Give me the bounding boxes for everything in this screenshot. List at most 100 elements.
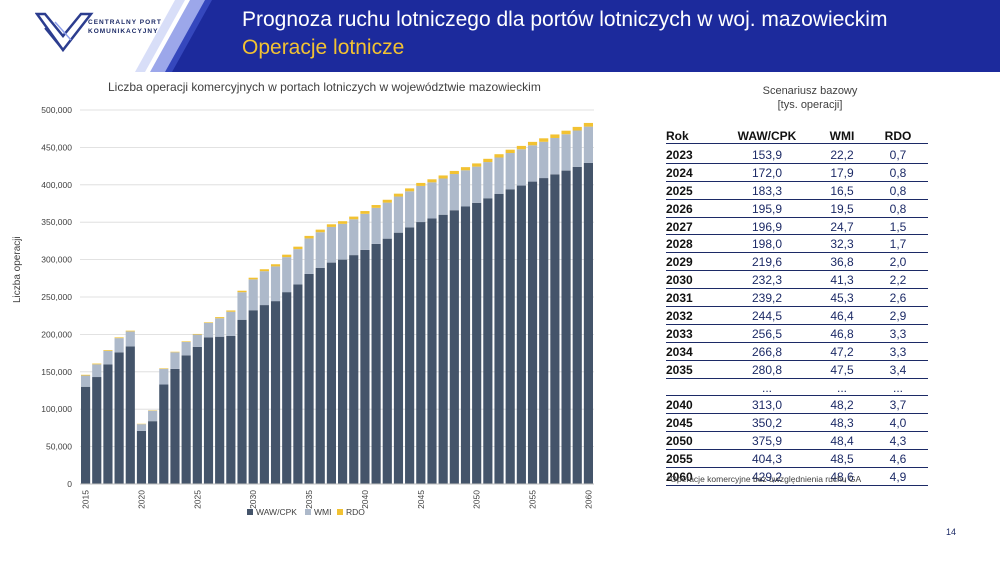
table-cell: ... [761, 380, 772, 395]
bar-segment-waw-cpk [148, 421, 158, 484]
x-tick-label: 2025 [192, 490, 202, 509]
legend-label: WAW/CPK [256, 507, 297, 517]
page-title: Prognoza ruchu lotniczego dla portów lot… [242, 8, 888, 31]
bar-segment-waw-cpk [114, 352, 124, 484]
bar-segment-wmi [326, 226, 336, 263]
bar-segment-wmi [259, 271, 269, 306]
table-row: 2050 375,9 48,4 4,3 [666, 432, 928, 451]
bar-segment-waw-cpk [326, 262, 336, 484]
scenario-title: Scenariusz bazowy [tys. operacji] [740, 84, 880, 112]
table-cell: 2,2 [889, 273, 907, 288]
x-tick-label: 2050 [472, 490, 482, 509]
bar-segment-wmi [159, 368, 169, 385]
table-cell: 3,7 [889, 398, 907, 413]
table-cell: 2028 [666, 237, 693, 252]
bar-segment-wmi [494, 157, 504, 194]
bar-segment-wmi [114, 338, 124, 353]
forecast-table: Rok WAW/CPK WMI RDO 2023 153,9 22,2 0,7 2024 172,… [666, 129, 928, 486]
table-cell: 266,8 [751, 344, 783, 359]
slide-header: CENTRALNY PORT KOMUNIKACYJNY Prognoza ru… [0, 0, 1000, 72]
bar-segment-rdo [326, 224, 336, 227]
scenario-line2: [tys. operacji] [777, 99, 843, 111]
legend-swatch [305, 509, 311, 515]
logo-text-line1: CENTRALNY PORT [88, 19, 162, 26]
table-cell: 280,8 [751, 362, 783, 377]
bar-segment-waw-cpk [103, 364, 113, 484]
bar-segment-waw-cpk [338, 259, 348, 484]
bar-segment-waw-cpk [203, 337, 214, 484]
bar-segment-rdo [338, 221, 348, 224]
legend-swatch [247, 509, 253, 515]
table-cell: 2060 [666, 470, 693, 485]
bar-segment-waw-cpk [438, 214, 448, 484]
bar-segment-rdo [282, 254, 292, 258]
bar-segment-waw-cpk [81, 386, 91, 484]
table-cell: 2,6 [889, 291, 907, 306]
bar-segment-waw-cpk [494, 193, 504, 484]
bar-segment-rdo [527, 141, 538, 146]
table-cell: 244,5 [751, 309, 783, 324]
bar-segment-waw-cpk [371, 243, 381, 484]
bar-segment-rdo [572, 126, 582, 131]
table-cell: 32,3 [830, 237, 854, 252]
bar-segment-waw-cpk [472, 202, 482, 485]
table-cell: 22,2 [830, 148, 854, 162]
bar-segment-rdo [170, 351, 180, 353]
table-cell: 1,7 [889, 237, 907, 252]
table-cell: 0,8 [889, 165, 907, 180]
bar-segment-waw-cpk [170, 368, 180, 484]
table-cell: 24,7 [830, 219, 854, 234]
bar-segment-rdo [583, 122, 593, 127]
table-cell: 196,9 [751, 219, 783, 234]
bar-segment-wmi [203, 322, 214, 338]
table-cell: 183,3 [751, 183, 783, 198]
bar-segment-rdo [304, 235, 314, 239]
table-row: 2031 239,2 45,3 2,6 [666, 289, 928, 308]
bar-segment-waw-cpk [449, 210, 459, 484]
table-cell: 2055 [666, 452, 693, 467]
bar-segment-wmi [270, 266, 281, 302]
table-row: ......... [666, 379, 928, 397]
table-cell: 2030 [666, 273, 693, 288]
table-cell: 48,5 [830, 452, 854, 467]
table-row: 2035 280,8 47,5 3,4 [666, 361, 928, 379]
table-cell: 0,8 [889, 183, 907, 198]
bar-segment-waw-cpk [539, 178, 549, 484]
bar-segment-rdo [192, 333, 202, 335]
bar-segment-waw-cpk [215, 336, 225, 484]
header-band [135, 0, 1000, 72]
bar-segment-wmi [248, 279, 258, 311]
table-header-row: Rok WAW/CPK WMI RDO [666, 129, 928, 144]
bar-segment-wmi [81, 375, 91, 387]
bar-segment-wmi [282, 257, 292, 293]
bar-segment-wmi [170, 352, 180, 369]
bar-segment-rdo [460, 167, 471, 171]
table-cell: 429,2 [751, 470, 783, 485]
bar-segment-rdo [248, 277, 258, 280]
table-cell: 404,3 [751, 452, 783, 467]
table-cell: 4,3 [889, 434, 907, 449]
y-tick-label: 350,000 [41, 217, 72, 227]
table-row: 2029 219,6 36,8 2,0 [666, 253, 928, 272]
table-cell: 256,5 [751, 326, 783, 341]
y-tick-label: 300,000 [41, 255, 72, 265]
table-cell: 2029 [666, 255, 693, 270]
table-cell: 2035 [666, 362, 693, 377]
x-tick-label: 2060 [583, 490, 593, 509]
legend-label: WMI [314, 507, 331, 517]
logo-text: CENTRALNY PORT KOMUNIKACYJNY [88, 18, 162, 36]
table-cell: 4,6 [889, 452, 907, 467]
table-cell: 2031 [666, 291, 693, 306]
cpk-logo-icon [35, 12, 94, 53]
table-cell: 2045 [666, 416, 693, 431]
table-header-cell: WAW/CPK [737, 129, 797, 143]
bar-segment-wmi [416, 185, 426, 223]
bar-segment-rdo [81, 374, 91, 376]
bar-segment-waw-cpk [304, 273, 314, 484]
table-header-cell: Rok [666, 129, 689, 143]
x-tick-label: 2015 [81, 490, 91, 509]
bar-segment-rdo [103, 350, 113, 351]
x-tick-label: 2055 [528, 490, 538, 509]
bar-segment-rdo [405, 188, 415, 192]
table-row: 2025 183,3 16,5 0,8 [666, 182, 928, 200]
